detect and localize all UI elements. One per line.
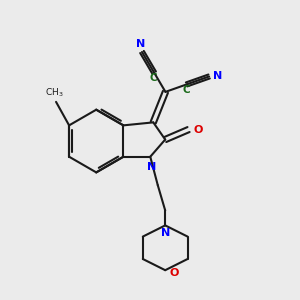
Text: O: O [194,124,203,135]
Text: N: N [213,71,222,81]
Text: O: O [170,268,179,278]
Text: N: N [161,228,170,239]
Text: CH$_3$: CH$_3$ [45,87,64,100]
Text: N: N [136,39,145,49]
Text: N: N [147,162,156,172]
Text: C: C [183,85,190,95]
Text: C: C [150,73,157,83]
